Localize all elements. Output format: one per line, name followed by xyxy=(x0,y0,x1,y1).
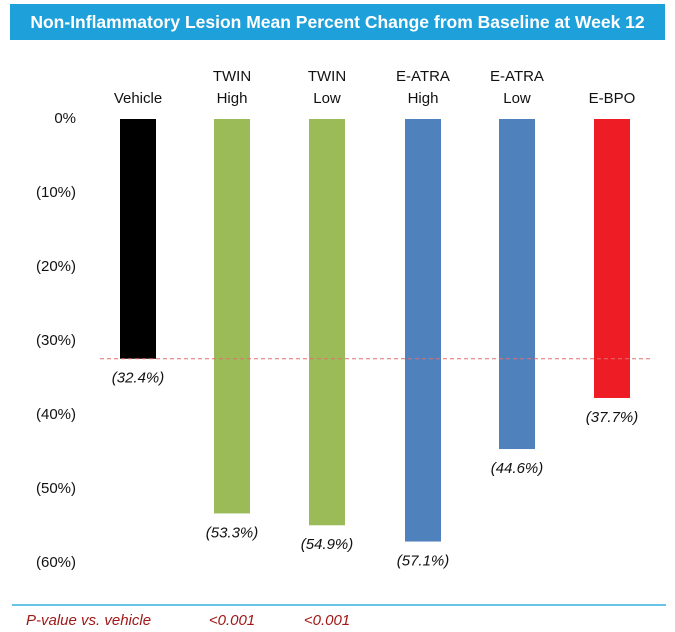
p-value: <0.001 xyxy=(304,612,350,629)
bar xyxy=(120,119,156,359)
bar xyxy=(405,119,441,542)
category-text: E-ATRA High xyxy=(396,68,450,107)
y-tick-label: (30%) xyxy=(36,332,76,349)
value-label: (32.4%) xyxy=(112,370,165,387)
y-tick-label: (40%) xyxy=(36,406,76,423)
value-label: (37.7%) xyxy=(586,409,639,426)
value-label: (44.6%) xyxy=(491,460,544,477)
value-label: (53.3%) xyxy=(206,524,259,541)
category-label: TWIN High xyxy=(192,50,272,110)
category-label: TWIN Low xyxy=(287,50,367,110)
bar xyxy=(594,119,630,398)
category-label: E-ATRA Low xyxy=(477,50,557,110)
chart-title: Non-Inflammatory Lesion Mean Percent Cha… xyxy=(10,4,665,40)
category-label: E-BPO xyxy=(572,50,652,110)
value-label: (57.1%) xyxy=(397,553,450,570)
y-tick-label: 0% xyxy=(54,110,76,127)
y-tick-label: (50%) xyxy=(36,480,76,497)
category-label: E-ATRA High xyxy=(383,50,463,110)
y-tick-label: (10%) xyxy=(36,184,76,201)
y-tick-label: (20%) xyxy=(36,258,76,275)
category-text: E-ATRA Low xyxy=(490,68,544,107)
bar xyxy=(214,119,250,514)
category-label: Vehicle xyxy=(98,50,178,110)
category-text: TWIN Low xyxy=(307,68,347,107)
y-tick-label: (60%) xyxy=(36,554,76,571)
bar xyxy=(309,119,345,526)
category-text: E-BPO xyxy=(588,90,636,107)
p-value: <0.001 xyxy=(209,612,255,629)
bar xyxy=(499,119,535,450)
category-text: Vehicle xyxy=(113,90,163,107)
category-text: TWIN High xyxy=(212,68,252,107)
value-label: (54.9%) xyxy=(301,536,354,553)
p-value-label: P-value vs. vehicle xyxy=(26,612,151,629)
